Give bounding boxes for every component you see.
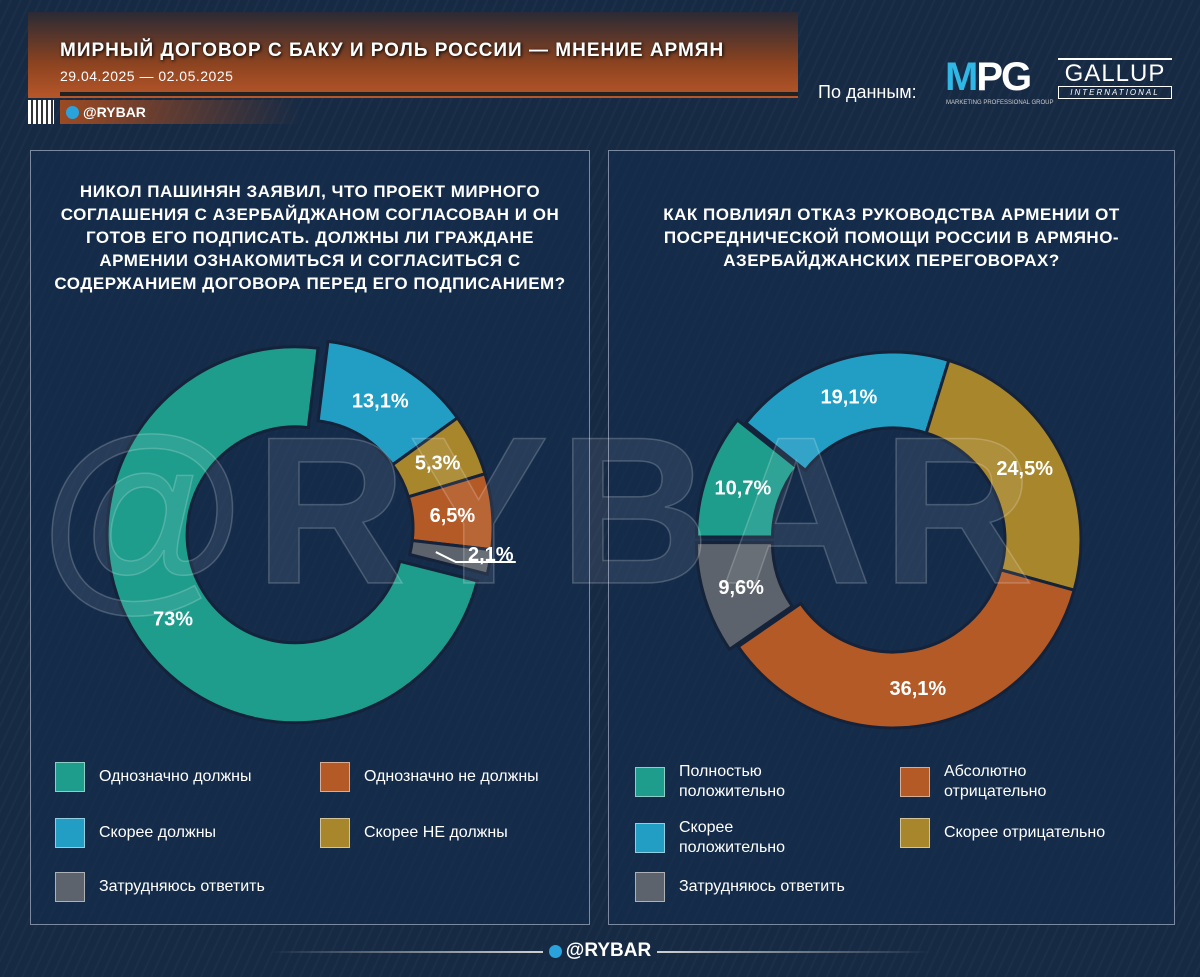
legend-swatch	[320, 818, 350, 848]
legend-label: Однозначно должны	[99, 768, 252, 785]
legend-item: Полностью положительно	[635, 762, 875, 802]
page-title: МИРНЫЙ ДОГОВОР С БАКУ И РОЛЬ РОССИИ — МН…	[60, 40, 725, 61]
legend-swatch	[635, 767, 665, 797]
legend-swatch	[635, 823, 665, 853]
legend-swatch	[900, 818, 930, 848]
legend-swatch	[55, 762, 85, 792]
legend-label: Скорее НЕ должны	[364, 824, 508, 841]
data-label: 10,7%	[715, 478, 772, 500]
leader-line	[435, 551, 516, 564]
slice-0-3	[407, 538, 494, 576]
gallup-logo-sub: INTERNATIONAL	[1058, 86, 1172, 99]
legend-label: Затрудняюсь ответить	[679, 878, 845, 895]
gallup-logo: GALLUP	[1058, 58, 1172, 88]
slice-1-3	[736, 568, 1077, 730]
legend-label: Абсолютно отрицательно	[944, 763, 1047, 800]
telegram-handle[interactable]: @RYBAR	[60, 100, 300, 124]
slice-1-4	[694, 541, 795, 652]
legend-label: Скорее положительно	[679, 819, 786, 856]
legend-swatch	[900, 767, 930, 797]
legend-item: Абсолютно отрицательно	[900, 762, 1140, 802]
legend-item: Скорее отрицательно	[900, 818, 1140, 848]
handle-text: @RYBAR	[83, 104, 146, 120]
header-banner	[28, 12, 798, 98]
slice-1-0	[695, 417, 799, 539]
legend-item: Скорее должны	[55, 818, 305, 848]
telegram-icon	[66, 106, 79, 119]
legend-label: Скорее отрицательно	[944, 824, 1106, 841]
legend-item: Однозначно должны	[55, 762, 305, 792]
slice-0-4	[105, 345, 480, 725]
footer-handle-text: @RYBAR	[565, 940, 652, 961]
legend-item: Затрудняюсь ответить	[635, 872, 875, 902]
data-label: 19,1%	[821, 387, 878, 409]
legend-swatch	[320, 762, 350, 792]
legend-swatch	[55, 818, 85, 848]
legend-item: Затрудняюсь ответить	[55, 872, 305, 902]
legend-label: Однозначно не должны	[364, 768, 539, 785]
data-label: 5,3%	[415, 452, 461, 474]
left-question: НИКОЛ ПАШИНЯН ЗАЯВИЛ, ЧТО ПРОЕКТ МИРНОГО…	[54, 182, 566, 293]
legend-swatch	[55, 872, 85, 902]
legend-label: Затрудняюсь ответить	[99, 878, 265, 895]
divider	[60, 92, 798, 96]
legend-swatch	[635, 872, 665, 902]
data-label: 13,1%	[352, 391, 409, 413]
right-question: КАК ПОВЛИЯЛ ОТКАЗ РУКОВОДСТВА АРМЕНИИ ОТ…	[663, 205, 1120, 270]
source-label: По данным:	[818, 82, 917, 102]
footer-handle[interactable]: @RYBAR	[0, 940, 1200, 962]
legend-label: Скорее должны	[99, 824, 217, 841]
mpg-logo-sub: MARKETING PROFESSIONAL GROUP	[946, 100, 1054, 106]
qr-code-icon	[28, 100, 54, 124]
legend-item: Скорее положительно	[635, 818, 875, 858]
legend-label: Полностью положительно	[679, 763, 786, 800]
data-label: 36,1%	[890, 678, 947, 700]
data-label: 9,6%	[718, 577, 764, 599]
telegram-icon	[548, 945, 562, 958]
survey-dates: 29.04.2025 — 02.05.2025	[60, 68, 234, 84]
data-label: 6,5%	[430, 505, 476, 527]
legend-item: Скорее НЕ должны	[320, 818, 570, 848]
slice-1-2	[924, 358, 1083, 593]
mpg-logo: MPG	[945, 55, 1032, 99]
data-label: 2,1%	[468, 544, 514, 566]
data-label: 24,5%	[996, 458, 1053, 480]
legend-item: Однозначно не должны	[320, 762, 570, 792]
data-label: 73%	[153, 608, 193, 630]
